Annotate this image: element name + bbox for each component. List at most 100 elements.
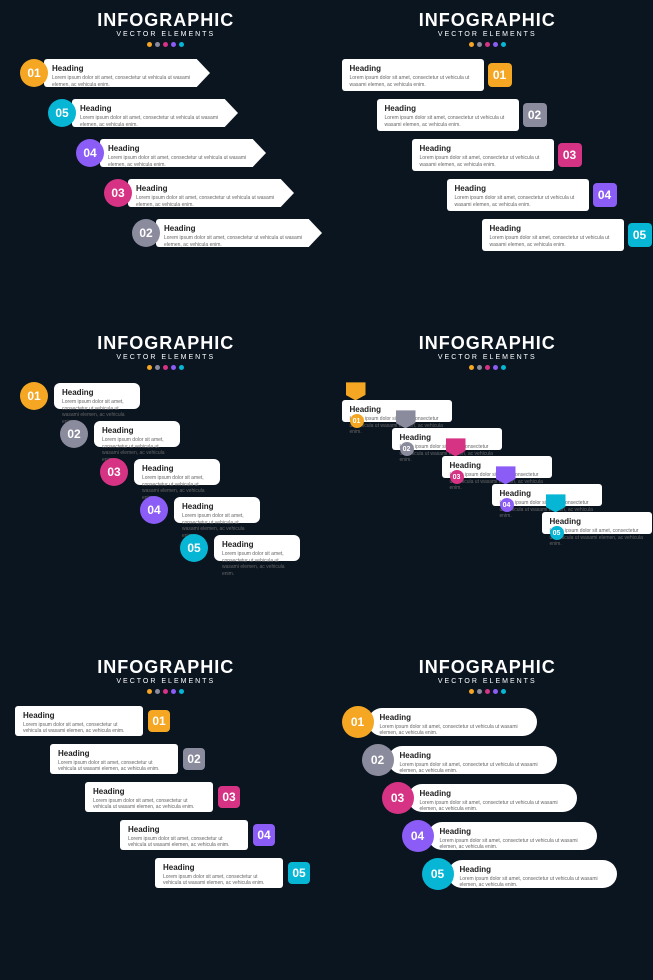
dot bbox=[485, 689, 490, 694]
number-badge: 02 bbox=[132, 219, 160, 247]
dot bbox=[485, 42, 490, 47]
color-tab bbox=[546, 494, 566, 512]
item-body: Lorem ipsum dolor sit amet, consectetur … bbox=[460, 876, 609, 889]
subtitle-text: VECTOR ELEMENTS bbox=[10, 354, 322, 361]
item-body: Lorem ipsum dolor sit amet, consectetur … bbox=[80, 115, 230, 128]
number-badge: 05 bbox=[288, 862, 310, 884]
item-body: Lorem ipsum dolor sit amet, consectetur … bbox=[128, 836, 240, 849]
infographic-item: HeadingLorem ipsum dolor sit amet, conse… bbox=[482, 219, 652, 251]
item-card: Heading Lorem ipsum dolor sit amet, conse… bbox=[120, 820, 248, 850]
number-badge: 05 bbox=[180, 534, 208, 562]
title-text: INFOGRAPHIC bbox=[332, 10, 644, 31]
item-card: Heading Lorem ipsum dolor sit amet, conse… bbox=[448, 860, 617, 888]
item-body: Lorem ipsum dolor sit amet, consectetur … bbox=[58, 760, 170, 773]
item-heading: Heading bbox=[385, 104, 511, 113]
item-heading: Heading bbox=[102, 426, 172, 435]
item-body: Lorem ipsum dolor sit amet, consectetur … bbox=[440, 838, 589, 851]
item-heading: Heading bbox=[490, 224, 616, 233]
item-heading: Heading bbox=[182, 502, 252, 511]
item-heading: Heading bbox=[164, 224, 314, 233]
infographic-section-5: INFOGRAPHICVECTOR ELEMENTSHeadingLorem i… bbox=[10, 657, 322, 970]
item-heading: Heading bbox=[108, 144, 258, 153]
infographic-item: HeadingLorem ipsum dolor sit amet, conse… bbox=[542, 494, 652, 534]
dot bbox=[477, 365, 482, 370]
item-heading: Heading bbox=[128, 825, 240, 834]
number-badge: 02 bbox=[362, 744, 394, 776]
infographic-item: 03HeadingLorem ipsum dolor sit amet, con… bbox=[104, 179, 294, 207]
dot bbox=[485, 365, 490, 370]
dot bbox=[493, 689, 498, 694]
item-body: Lorem ipsum dolor sit amet, consectetur … bbox=[23, 722, 135, 735]
number-badge: 03 bbox=[100, 458, 128, 486]
color-tab bbox=[396, 410, 416, 428]
item-card: HeadingLorem ipsum dolor sit amet, conse… bbox=[54, 383, 140, 409]
infographic-item: 04HeadingLorem ipsum dolor sit amet, con… bbox=[140, 496, 260, 524]
item-card: Heading Lorem ipsum dolor sit amet, conse… bbox=[428, 822, 597, 850]
infographic-item: 03HeadingLorem ipsum dolor sit amet, con… bbox=[100, 458, 220, 486]
dot bbox=[477, 689, 482, 694]
infographic-item: 01HeadingLorem ipsum dolor sit amet, con… bbox=[20, 59, 210, 87]
number-badge: 01 bbox=[20, 59, 48, 87]
infographic-item: HeadingLorem ipsum dolor sit amet, conse… bbox=[447, 179, 617, 211]
infographic-item: 02HeadingLorem ipsum dolor sit amet, con… bbox=[60, 420, 180, 448]
item-heading: Heading bbox=[380, 713, 529, 722]
subtitle-text: VECTOR ELEMENTS bbox=[10, 31, 322, 38]
infographic-item: 01HeadingLorem ipsum dolor sit amet, con… bbox=[20, 382, 140, 410]
dot bbox=[501, 365, 506, 370]
number-badge: 03 bbox=[382, 782, 414, 814]
number-badge: 03 bbox=[104, 179, 132, 207]
dot bbox=[147, 365, 152, 370]
infographic-section-6: INFOGRAPHICVECTOR ELEMENTS 01 Heading Lorem… bbox=[332, 657, 644, 970]
number-badge: 03 bbox=[450, 470, 464, 484]
item-card: HeadingLorem ipsum dolor sit amet, conse… bbox=[388, 746, 557, 774]
item-card: HeadingLorem ipsum dolor sit amet, conse… bbox=[134, 459, 220, 485]
item-body: Lorem ipsum dolor sit amet, consectetur … bbox=[93, 798, 205, 811]
dot bbox=[163, 42, 168, 47]
number-badge: 04 bbox=[593, 183, 617, 207]
dot bbox=[171, 42, 176, 47]
item-body: Lorem ipsum dolor sit amet, consectetur … bbox=[108, 155, 258, 168]
color-dots bbox=[10, 365, 322, 370]
dot bbox=[179, 365, 184, 370]
item-body: Lorem ipsum dolor sit amet, consectetur … bbox=[385, 115, 511, 128]
color-tab bbox=[346, 382, 366, 400]
number-badge: 04 bbox=[140, 496, 168, 524]
infographic-item: HeadingLorem ipsum dolor sit amet, conse… bbox=[50, 744, 205, 774]
item-heading: Heading bbox=[550, 517, 644, 526]
title-text: INFOGRAPHIC bbox=[10, 333, 322, 354]
subtitle-text: VECTOR ELEMENTS bbox=[332, 31, 644, 38]
item-heading: Heading bbox=[420, 144, 546, 153]
item-card: Heading Lorem ipsum dolor sit amet, conse… bbox=[100, 139, 266, 167]
dot bbox=[469, 42, 474, 47]
item-card: HeadingLorem ipsum dolor sit amet, conse… bbox=[174, 497, 260, 523]
item-card: HeadingLorem ipsum dolor sit amet, conse… bbox=[85, 782, 213, 812]
dot bbox=[493, 365, 498, 370]
infographic-item: 05HeadingLorem ipsum dolor sit amet, con… bbox=[48, 99, 238, 127]
item-body: Lorem ipsum dolor sit amet, consectetur … bbox=[400, 762, 549, 775]
number-badge: 04 bbox=[500, 498, 514, 512]
number-badge: 03 bbox=[218, 786, 240, 808]
section-title: INFOGRAPHICVECTOR ELEMENTS bbox=[10, 10, 322, 47]
dot bbox=[155, 689, 160, 694]
item-heading: Heading bbox=[136, 184, 286, 193]
color-tab bbox=[496, 466, 516, 484]
number-badge: 01 bbox=[342, 706, 374, 738]
section-title: INFOGRAPHICVECTOR ELEMENTS bbox=[332, 10, 644, 47]
infographic-section-3: INFOGRAPHICVECTOR ELEMENTS 01HeadingLorem… bbox=[10, 333, 322, 646]
dot bbox=[477, 42, 482, 47]
item-heading: Heading bbox=[460, 865, 609, 874]
item-heading: Heading bbox=[80, 104, 230, 113]
section-title: INFOGRAPHICVECTOR ELEMENTS bbox=[332, 657, 644, 694]
item-card: HeadingLorem ipsum dolor sit amet, conse… bbox=[412, 139, 554, 171]
dot bbox=[155, 42, 160, 47]
infographic-item: 03HeadingLorem ipsum dolor sit amet, con… bbox=[382, 782, 577, 814]
item-heading: Heading bbox=[440, 827, 589, 836]
number-badge: 04 bbox=[253, 824, 275, 846]
infographic-item: 05HeadingLorem ipsum dolor sit amet, con… bbox=[180, 534, 300, 562]
item-body: Lorem ipsum dolor sit amet, consectetur … bbox=[222, 551, 292, 577]
dot bbox=[171, 689, 176, 694]
item-card: HeadingLorem ipsum dolor sit amet, conse… bbox=[342, 59, 484, 91]
item-card: HeadingLorem ipsum dolor sit amet, conse… bbox=[128, 179, 294, 207]
dot bbox=[469, 689, 474, 694]
title-text: INFOGRAPHIC bbox=[10, 10, 322, 31]
